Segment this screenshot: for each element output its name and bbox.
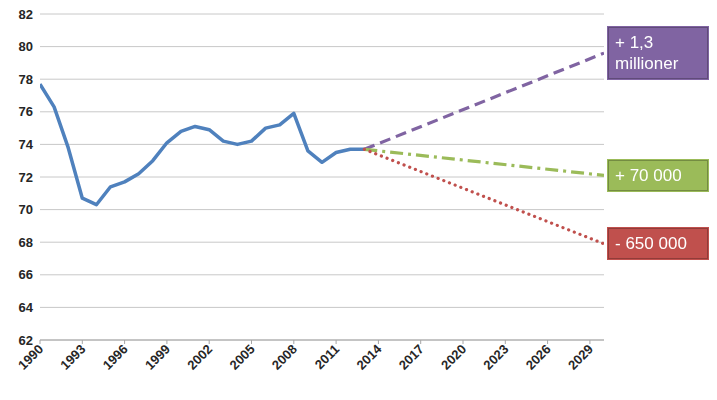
x-tick (209, 340, 210, 344)
grid-line (40, 307, 604, 308)
series-line (364, 149, 604, 244)
y-tick-label: 74 (19, 137, 34, 152)
x-tick-label: 1999 (142, 342, 173, 373)
x-tick (463, 340, 464, 344)
x-tick-label: 1996 (100, 342, 131, 373)
x-tick-label: 2008 (269, 342, 300, 373)
grid-line (40, 14, 604, 15)
chart: 6264666870727476788082199019931996199920… (0, 0, 717, 400)
x-tick-label: 2017 (396, 342, 427, 373)
y-tick-label: 76 (19, 104, 33, 119)
grid-line (40, 274, 604, 275)
x-tick (547, 340, 548, 344)
x-tick (336, 340, 337, 344)
x-tick-label: 1990 (15, 342, 46, 373)
y-tick-label: 80 (19, 39, 33, 54)
y-tick-label: 68 (19, 235, 33, 250)
x-tick-label: 2023 (480, 342, 511, 373)
grid-line (40, 209, 604, 210)
y-tick-label: 64 (19, 300, 34, 315)
grid-line (40, 46, 604, 47)
x-tick-label: 2014 (353, 341, 385, 373)
grid-line (40, 242, 604, 243)
y-tick-label: 72 (19, 170, 33, 185)
series-line (364, 149, 604, 175)
grid-line (40, 144, 604, 145)
x-tick (293, 340, 294, 344)
x-tick (40, 340, 41, 344)
x-tick (589, 340, 590, 344)
x-tick-label: 2020 (438, 342, 469, 373)
x-tick (378, 340, 379, 344)
plot-area (40, 53, 604, 244)
x-tick (505, 340, 506, 344)
x-tick-label: 2005 (227, 342, 258, 373)
y-tick-label: 70 (19, 202, 33, 217)
y-tick-label: 78 (19, 72, 33, 87)
y-tick-label: 66 (19, 267, 33, 282)
x-tick-label: 2029 (565, 342, 596, 373)
x-tick (82, 340, 83, 344)
series-label: - 650 000 (607, 227, 709, 260)
series-label: + 1,3 millioner (607, 26, 709, 80)
series-line (40, 84, 364, 205)
x-tick (166, 340, 167, 344)
series-line (364, 53, 604, 149)
y-tick-label: 82 (19, 7, 33, 22)
x-tick-label: 2026 (523, 342, 554, 373)
x-tick-label: 1993 (57, 342, 88, 373)
x-tick (251, 340, 252, 344)
series-label: + 70 000 (607, 159, 709, 192)
grid-line (40, 111, 604, 112)
x-tick-label: 2002 (184, 342, 215, 373)
x-tick-label: 2011 (312, 342, 343, 373)
x-tick (420, 340, 421, 344)
x-tick (124, 340, 125, 344)
grid-line (40, 177, 604, 178)
grid-line (40, 79, 604, 80)
